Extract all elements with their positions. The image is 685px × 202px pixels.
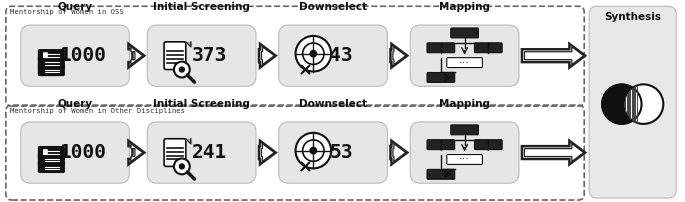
FancyBboxPatch shape [147,122,256,183]
Text: Synthesis: Synthesis [604,12,661,22]
Text: Initial Screening: Initial Screening [153,99,250,109]
FancyArrow shape [525,144,584,161]
Text: 1000: 1000 [60,46,106,65]
Circle shape [174,159,190,174]
FancyBboxPatch shape [410,122,519,183]
Circle shape [295,36,331,72]
FancyBboxPatch shape [147,25,256,86]
Polygon shape [186,139,190,144]
FancyBboxPatch shape [447,155,482,164]
Text: Initial Screening: Initial Screening [153,2,250,12]
Circle shape [310,50,316,57]
FancyBboxPatch shape [475,140,502,150]
FancyBboxPatch shape [427,43,455,53]
FancyArrow shape [262,47,274,65]
Circle shape [310,147,316,154]
FancyBboxPatch shape [38,58,64,67]
Text: 373: 373 [192,46,227,65]
FancyBboxPatch shape [38,155,64,164]
FancyArrow shape [259,44,276,67]
Text: 241: 241 [192,143,227,162]
FancyArrow shape [131,47,142,65]
Circle shape [303,43,324,64]
FancyBboxPatch shape [38,66,64,76]
Circle shape [179,67,184,72]
Circle shape [179,164,184,169]
Text: ···: ··· [459,58,470,68]
FancyBboxPatch shape [164,42,186,69]
FancyBboxPatch shape [410,25,519,86]
Text: 1000: 1000 [60,143,106,162]
FancyBboxPatch shape [427,73,455,82]
Text: Downselect: Downselect [299,2,367,12]
FancyBboxPatch shape [21,25,129,86]
FancyBboxPatch shape [38,50,64,60]
FancyArrow shape [393,144,406,161]
FancyArrow shape [129,44,145,67]
FancyBboxPatch shape [42,52,49,59]
FancyBboxPatch shape [451,125,478,135]
Text: Mapping: Mapping [439,2,490,12]
Circle shape [303,140,324,161]
FancyBboxPatch shape [42,149,49,156]
FancyBboxPatch shape [164,139,186,166]
FancyArrow shape [390,44,408,67]
FancyArrow shape [522,141,585,164]
FancyBboxPatch shape [21,122,129,183]
FancyBboxPatch shape [427,140,455,150]
FancyArrow shape [390,141,408,164]
FancyArrow shape [259,141,276,164]
FancyArrow shape [131,144,142,161]
Circle shape [602,84,642,124]
FancyArrow shape [393,47,406,65]
FancyBboxPatch shape [589,6,676,198]
Text: Mapping: Mapping [439,99,490,109]
FancyArrow shape [522,44,585,67]
FancyArrow shape [262,144,274,161]
Text: Query: Query [58,2,92,12]
Polygon shape [186,42,190,47]
FancyBboxPatch shape [38,162,64,172]
Circle shape [295,133,331,168]
FancyArrow shape [129,141,145,164]
Text: 43: 43 [329,46,353,65]
FancyBboxPatch shape [451,28,478,38]
Text: Mentorship of Women in Other Disciplines: Mentorship of Women in Other Disciplines [10,108,185,114]
Circle shape [624,84,663,124]
Text: Downselect: Downselect [299,99,367,109]
FancyBboxPatch shape [475,43,502,53]
FancyBboxPatch shape [427,169,455,179]
Text: Mentorship of Women in OSS: Mentorship of Women in OSS [10,9,123,15]
FancyBboxPatch shape [279,122,388,183]
Circle shape [174,62,190,77]
Text: ···: ··· [459,155,470,164]
FancyArrow shape [525,47,584,65]
Text: 53: 53 [329,143,353,162]
FancyBboxPatch shape [447,58,482,67]
FancyBboxPatch shape [38,147,64,157]
FancyBboxPatch shape [279,25,388,86]
Text: Query: Query [58,99,92,109]
